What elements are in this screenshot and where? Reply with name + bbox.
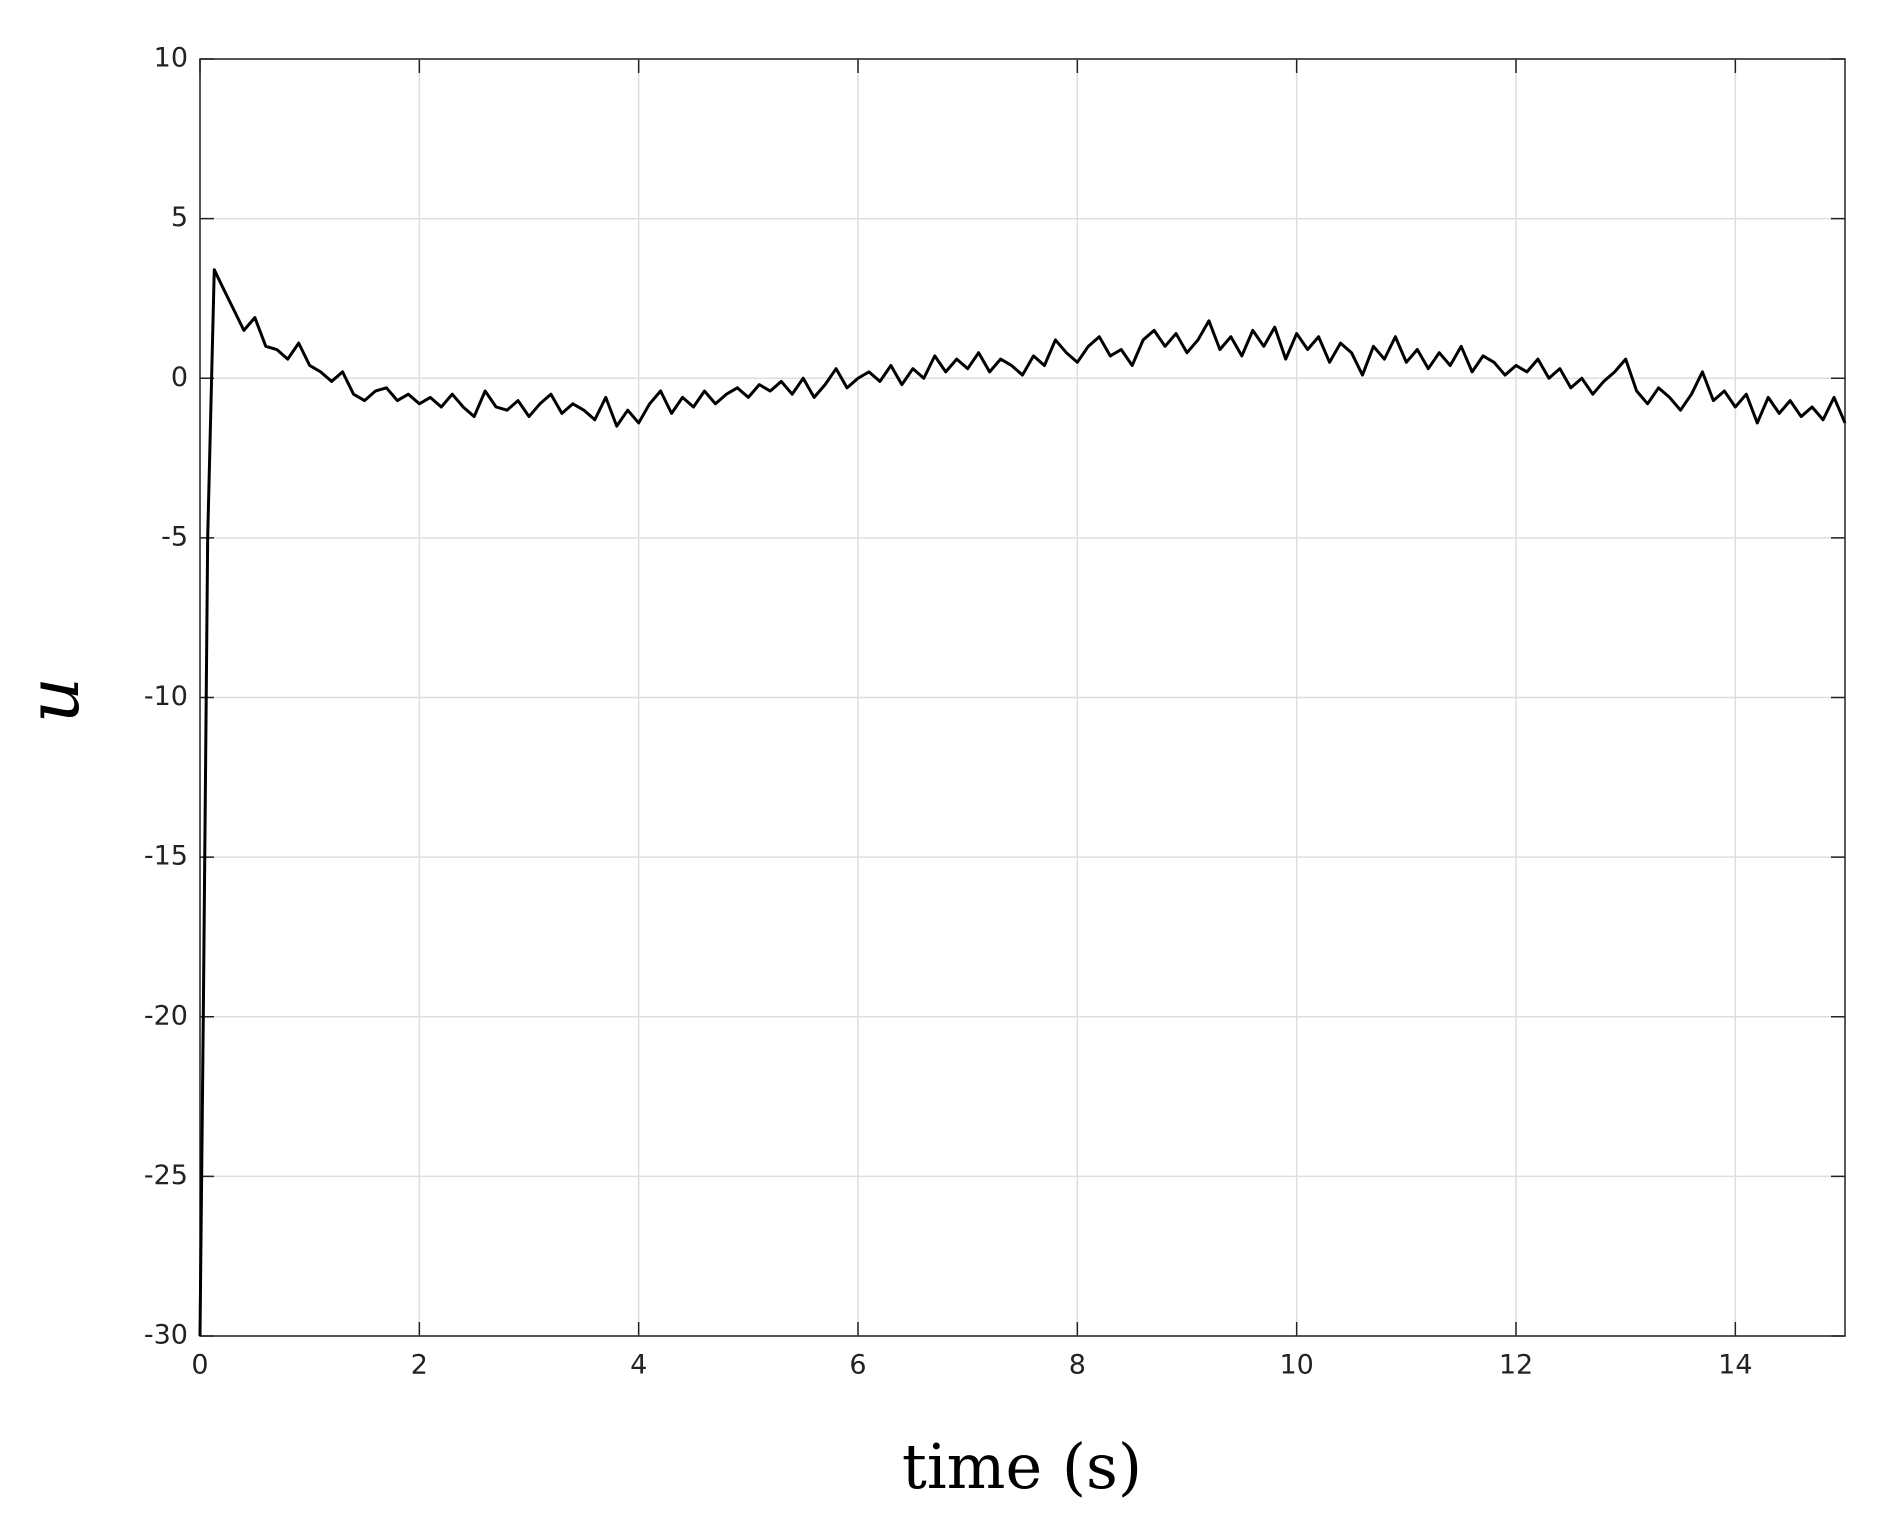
y-tick-label: 0	[171, 362, 188, 393]
x-tick-label: 0	[191, 1350, 208, 1381]
x-tick-label: 14	[1718, 1350, 1752, 1381]
y-tick-label: 5	[171, 202, 188, 233]
y-tick-label: -10	[144, 681, 188, 712]
y-tick-label: 10	[154, 43, 188, 74]
x-axis-label: time (s)	[902, 1430, 1142, 1503]
x-tick-label: 8	[1069, 1350, 1086, 1381]
y-tick-label: -5	[161, 521, 188, 552]
x-tick-label: 10	[1279, 1350, 1313, 1381]
y-tick-label: -15	[144, 841, 188, 872]
x-tick-label: 4	[630, 1350, 647, 1381]
y-tick-label: -30	[144, 1320, 188, 1351]
data-line	[198, 268, 1847, 1337]
plot-frame	[199, 58, 1846, 1337]
y-tick-label: -20	[144, 1000, 188, 1031]
x-tick-label: 12	[1499, 1350, 1533, 1381]
x-tick-label: 2	[411, 1350, 428, 1381]
x-tick-label: 6	[849, 1350, 866, 1381]
y-tick-label: -25	[144, 1160, 188, 1191]
y-axis-label: u	[11, 677, 95, 723]
